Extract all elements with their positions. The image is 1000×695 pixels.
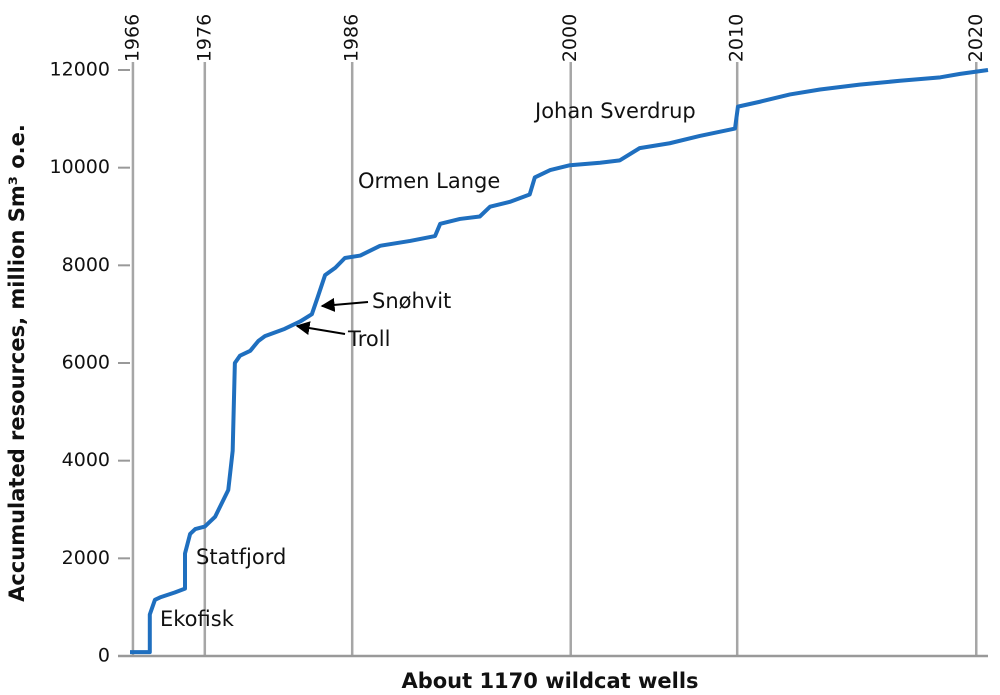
annotation: Johan Sverdrup	[533, 99, 696, 123]
x-tick-label: 2010	[726, 14, 748, 62]
y-tick-label: 2000	[62, 547, 110, 569]
arrow	[320, 297, 369, 312]
y-tick-label: 8000	[62, 254, 110, 276]
x-tick-label: 1976	[193, 14, 215, 62]
x-axis-label: About 1170 wildcat wells	[401, 669, 698, 693]
y-tick-label: 12000	[50, 59, 110, 81]
annotation: Ekofisk	[160, 607, 235, 631]
x-tick-label: 2000	[559, 14, 581, 62]
annotation: Snøhvit	[372, 289, 451, 313]
y-tick-label: 4000	[62, 449, 110, 471]
x-tick-label: 1986	[341, 14, 363, 62]
x-tick-label: 2020	[965, 14, 987, 62]
y-tick-label: 10000	[50, 156, 110, 178]
annotation: Troll	[347, 327, 390, 351]
annotation: Statfjord	[196, 545, 286, 569]
annotation: Ormen Lange	[358, 169, 500, 193]
x-tick-label: 1966	[121, 14, 143, 62]
arrow	[295, 321, 346, 335]
data-line	[130, 68, 989, 655]
y-axis-label: Accumulated resources, million Sm³ o.e.	[5, 124, 29, 602]
y-tick-label: 0	[98, 645, 110, 667]
y-tick-label: 6000	[62, 352, 110, 374]
